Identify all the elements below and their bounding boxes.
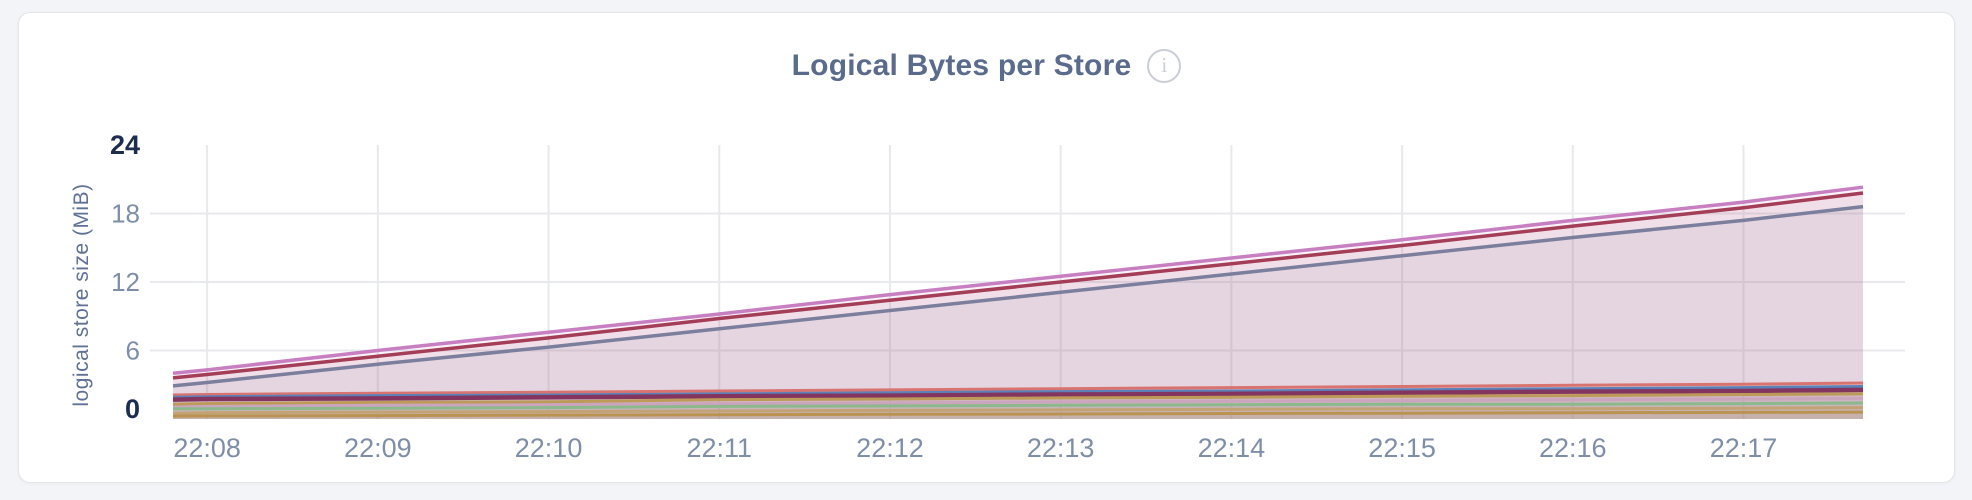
store-series-2-area bbox=[173, 193, 1863, 419]
store-series-10-line bbox=[172, 406, 1864, 415]
store-series-5-line bbox=[172, 385, 1864, 399]
x-axis-tick-labels: 22:08 22:09 22:10 22:11 22:12 22:13 22:14 22:15… bbox=[173, 433, 1777, 463]
store-series-3-line bbox=[172, 204, 1864, 388]
y-tick-label: 6 bbox=[126, 336, 140, 366]
y-tick-label: 12 bbox=[111, 267, 140, 297]
x-tick-label: 22:16 bbox=[1539, 433, 1607, 463]
y-tick-label: 0 bbox=[125, 394, 140, 424]
store-series-3-area bbox=[173, 206, 1863, 419]
x-tick-label: 22:10 bbox=[515, 433, 583, 463]
x-tick-label: 22:11 bbox=[686, 433, 752, 463]
y-axis-tick-labels: 0 6 12 18 24 bbox=[110, 130, 140, 424]
x-tick-label: 22:09 bbox=[344, 433, 412, 463]
store-series-2-line bbox=[172, 191, 1864, 380]
series-group bbox=[172, 185, 1864, 419]
gridlines bbox=[150, 145, 1905, 419]
y-tick-label: 18 bbox=[111, 199, 140, 229]
store-series-11-line bbox=[172, 410, 1864, 418]
store-series-4-line bbox=[172, 381, 1864, 397]
info-icon[interactable]: i bbox=[1147, 49, 1182, 83]
x-tick-label: 22:15 bbox=[1368, 433, 1436, 463]
y-tick-label: 24 bbox=[110, 130, 140, 160]
x-tick-label: 22:13 bbox=[1027, 433, 1095, 463]
store-series-6-line bbox=[172, 387, 1864, 402]
x-tick-label: 22:17 bbox=[1710, 433, 1778, 463]
chart-title: Logical Bytes per Store bbox=[791, 49, 1132, 82]
store-series-8-line bbox=[172, 396, 1864, 409]
store-series-7-line bbox=[172, 392, 1864, 406]
x-tick-label: 22:12 bbox=[856, 433, 924, 463]
chart-header: Logical Bytes per Store i bbox=[19, 43, 1954, 89]
store-series-1-line bbox=[172, 185, 1864, 376]
x-tick-label: 22:08 bbox=[173, 433, 241, 463]
store-series-9-line bbox=[173, 401, 1864, 411]
info-icon-glyph: i bbox=[1161, 52, 1168, 77]
x-tick-label: 22:14 bbox=[1198, 433, 1266, 463]
store-series-1-area bbox=[173, 187, 1863, 419]
